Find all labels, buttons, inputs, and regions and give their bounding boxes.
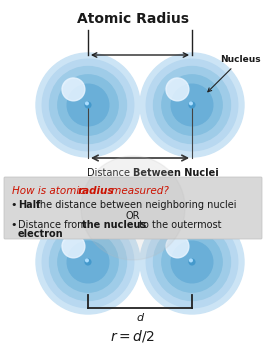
Circle shape: [58, 232, 118, 292]
Circle shape: [190, 259, 192, 262]
Text: d: d: [136, 313, 144, 323]
Text: Half: Half: [18, 200, 40, 210]
Text: How is atomic: How is atomic: [12, 186, 88, 196]
Circle shape: [86, 102, 88, 105]
Text: Between Nuclei: Between Nuclei: [133, 168, 219, 178]
Circle shape: [171, 241, 213, 283]
Circle shape: [189, 259, 195, 265]
Circle shape: [166, 235, 189, 258]
Circle shape: [146, 216, 238, 308]
Circle shape: [140, 53, 244, 157]
Circle shape: [36, 53, 140, 157]
Circle shape: [42, 59, 134, 151]
Circle shape: [86, 259, 88, 262]
Circle shape: [85, 102, 91, 108]
Circle shape: [146, 59, 238, 151]
FancyBboxPatch shape: [4, 177, 262, 239]
Circle shape: [49, 66, 126, 144]
Circle shape: [171, 84, 213, 126]
Circle shape: [49, 224, 126, 301]
Text: measured?: measured?: [108, 186, 169, 196]
Text: •: •: [10, 220, 16, 230]
Text: electron: electron: [18, 229, 64, 239]
Circle shape: [67, 84, 109, 126]
Text: the nucleus: the nucleus: [82, 220, 146, 230]
Circle shape: [140, 210, 244, 314]
Text: radius: radius: [78, 186, 114, 196]
Circle shape: [153, 224, 230, 301]
Circle shape: [81, 156, 185, 260]
Circle shape: [190, 102, 192, 105]
Text: $\mathit{r = d/2}$: $\mathit{r = d/2}$: [110, 328, 156, 344]
Circle shape: [162, 232, 222, 292]
Circle shape: [85, 259, 91, 265]
Text: Distance: Distance: [87, 168, 133, 178]
Text: Atomic Radius: Atomic Radius: [77, 12, 189, 26]
Circle shape: [189, 102, 195, 108]
Circle shape: [62, 78, 85, 101]
Circle shape: [67, 241, 109, 283]
Circle shape: [162, 75, 222, 135]
Text: OR: OR: [126, 211, 140, 221]
Circle shape: [166, 78, 189, 101]
Circle shape: [42, 216, 134, 308]
Circle shape: [62, 235, 85, 258]
Text: the distance between neighboring nuclei: the distance between neighboring nuclei: [36, 200, 236, 210]
Circle shape: [153, 66, 230, 144]
Text: Distance from: Distance from: [18, 220, 90, 230]
Circle shape: [36, 210, 140, 314]
Text: •: •: [10, 200, 16, 210]
Text: Nucleus: Nucleus: [208, 55, 261, 92]
Text: to the outermost: to the outermost: [136, 220, 222, 230]
Circle shape: [58, 75, 118, 135]
